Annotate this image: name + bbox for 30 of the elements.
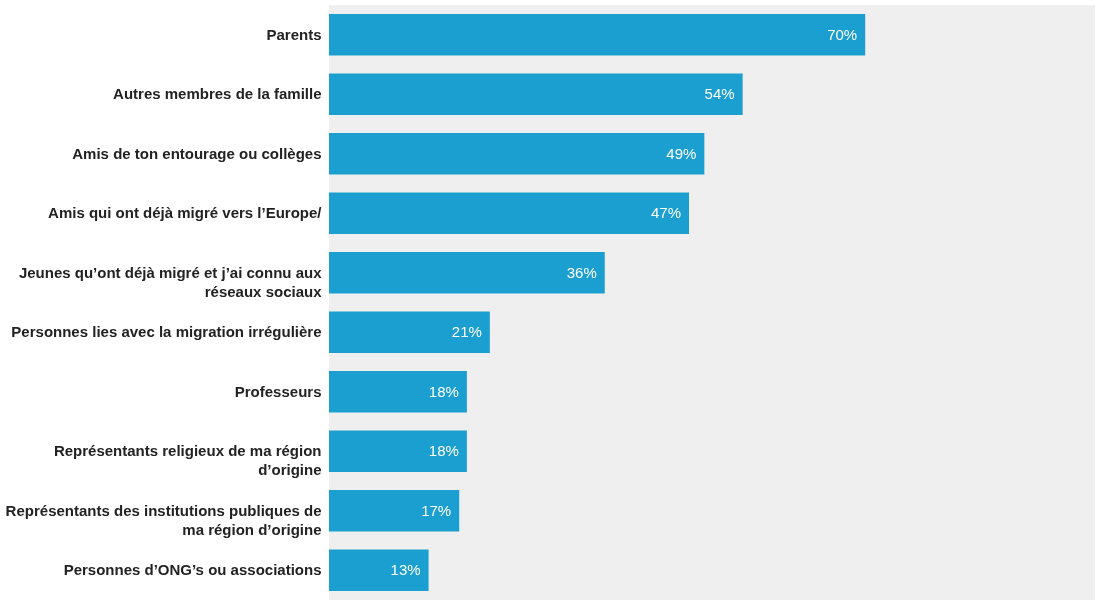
data-label: 21% [451,323,482,341]
data-label: 13% [390,561,421,579]
bar [329,13,866,56]
data-label: 17% [421,501,452,519]
bar [329,489,460,532]
y-tick-label: Autres membres de la famille [113,85,322,103]
y-tick-label: Professeurs [234,382,322,400]
y-tick-label: Jeunes qu’ont déjà migré et j’ai connu aux réseaux sociaux [18,263,323,300]
bar [329,549,429,592]
y-tick-label: Amis qui ont déjà migré vers l’Europe/ [48,204,323,222]
bar [329,430,467,473]
y-tick-label: Représentants religieux de ma région d’origine [53,442,322,479]
data-label: 18% [428,442,459,460]
y-tick-label: Personnes d’ONG’s ou associations [63,561,322,579]
bar [329,192,690,235]
y-tick-label: Amis de ton entourage ou collèges [72,144,322,162]
bar [329,73,743,116]
bar [329,370,467,413]
data-label: 49% [666,144,697,162]
y-tick-label: Personnes lies avec la migration irrégulière [11,323,322,341]
y-tick-label: Parents [266,25,322,43]
data-label: 18% [428,382,459,400]
bar [329,132,705,175]
bar [329,251,605,294]
data-label: 54% [704,85,735,103]
data-label: 36% [566,263,597,281]
y-tick-label: Représentants des institutions publiques de ma région d’origine [5,501,322,538]
bar [329,311,490,354]
data-label: 47% [650,204,682,222]
data-label: 70% [827,25,858,43]
